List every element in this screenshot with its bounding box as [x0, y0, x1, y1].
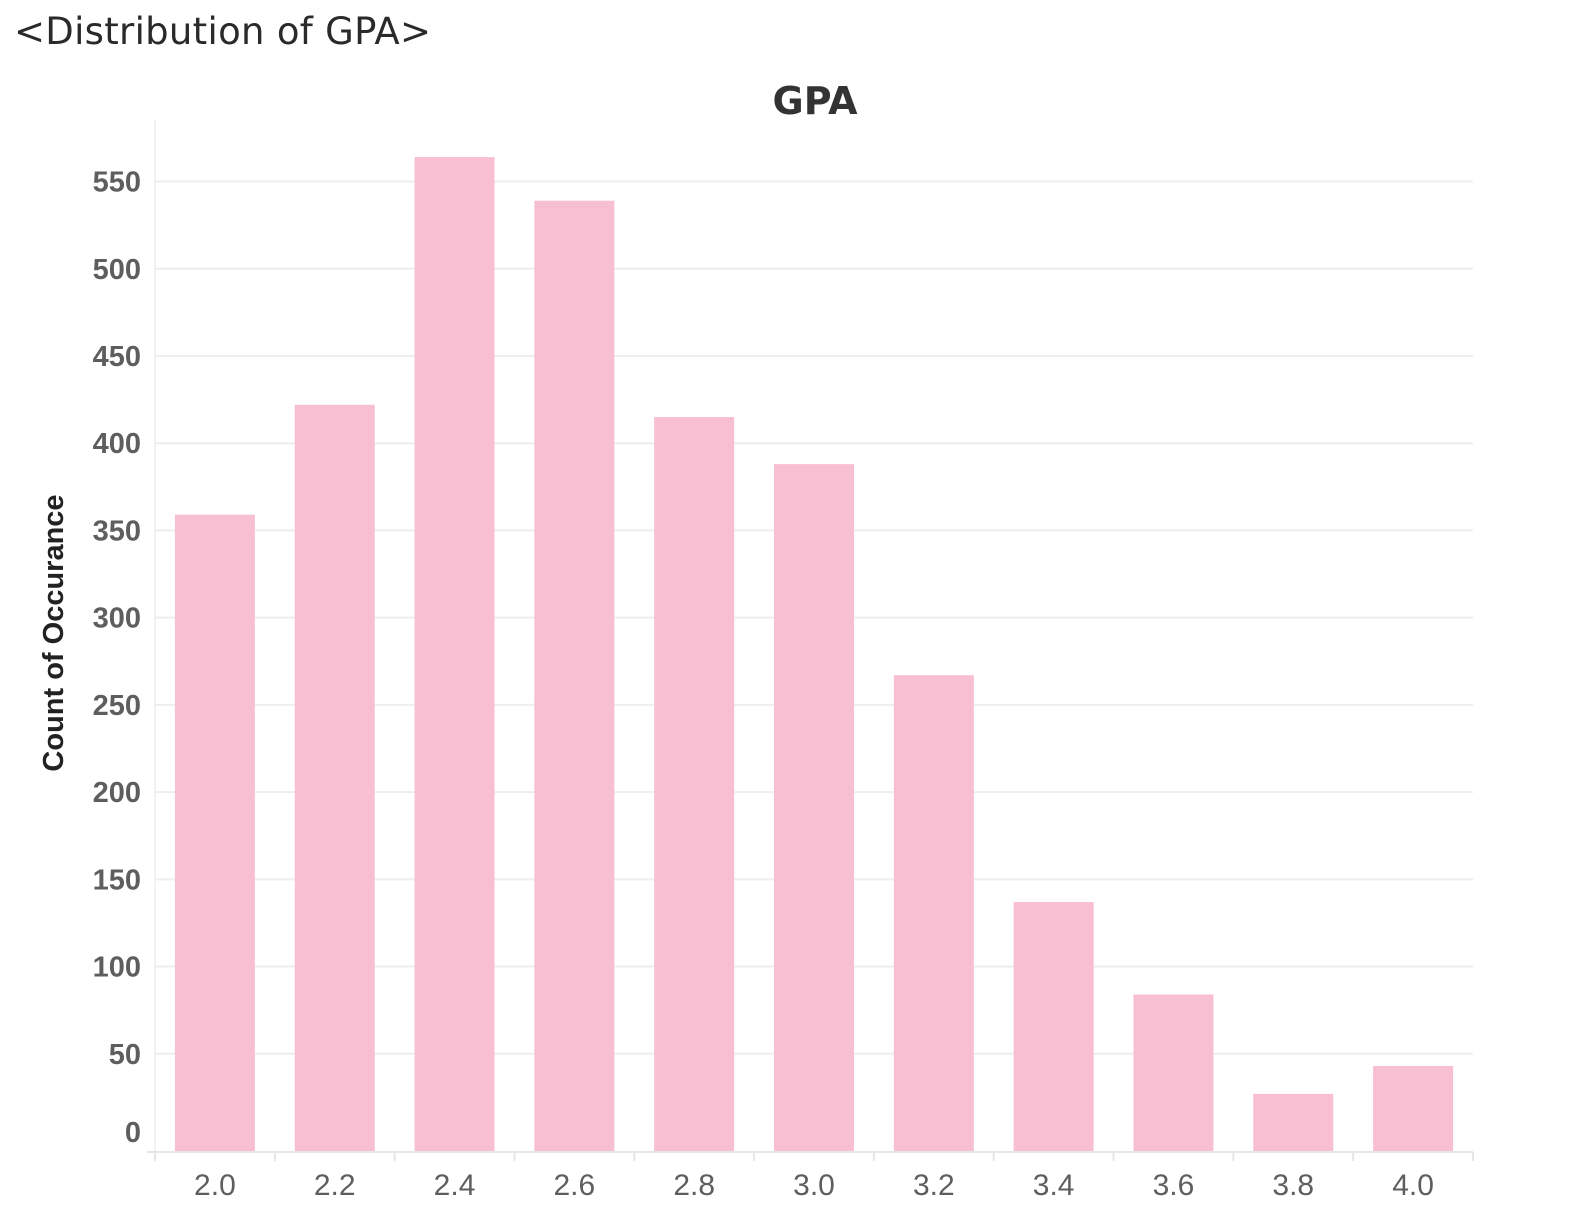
bar-2.0	[174, 514, 255, 1152]
x-tick-label: 2.6	[554, 1169, 596, 1202]
bar-3.6	[1133, 994, 1214, 1152]
x-tick-label: 3.2	[913, 1169, 955, 1202]
bar-3.8	[1253, 1093, 1334, 1152]
x-tick-label: 2.0	[194, 1169, 236, 1202]
bar-2.6	[534, 200, 615, 1153]
bar-3.4	[1013, 902, 1094, 1152]
x-tick-label: 2.8	[673, 1169, 715, 1202]
x-tick-label: 3.6	[1153, 1169, 1195, 1202]
y-tick-label: 100	[93, 952, 141, 984]
bar-2.8	[654, 417, 735, 1153]
y-tick-label: 200	[93, 777, 141, 809]
y-tick-label: 550	[93, 167, 141, 199]
bars	[174, 157, 1454, 1153]
y-tick-label: 300	[93, 603, 141, 635]
x-axis-ticks: 2.0 2.2 2.4 2.6 2.8 3.0 3.2 3.4 3.6 3.8 4.0	[147, 1151, 1474, 1202]
y-axis-label: Count of Occurance	[38, 494, 70, 771]
y-tick-label: 350	[93, 515, 141, 547]
y-axis-ticks: 0 50 100 150 200 250 300 350 400 450 500 550	[93, 167, 141, 1149]
bar-2.2	[294, 404, 375, 1152]
bar-2.4	[414, 157, 495, 1153]
bar-3.2	[893, 675, 974, 1152]
y-tick-label: 150	[93, 864, 141, 896]
x-tick-label: 2.2	[314, 1169, 356, 1202]
x-tick-label: 3.8	[1272, 1169, 1314, 1202]
x-tick-label: 3.0	[793, 1169, 835, 1202]
x-tick-label: 2.4	[434, 1169, 476, 1202]
y-tick-label: 250	[93, 690, 141, 722]
y-tick-label: 450	[93, 341, 141, 373]
y-tick-label: 500	[93, 254, 141, 286]
page-title: <Distribution of GPA>	[14, 10, 432, 53]
bar-3.0	[774, 464, 854, 1152]
y-tick-label: 50	[109, 1039, 141, 1071]
y-tick-label: 0	[125, 1117, 141, 1149]
chart-title: GPA	[773, 79, 859, 123]
x-tick-label: 3.4	[1033, 1169, 1075, 1202]
bar-4.0	[1373, 1065, 1454, 1152]
x-tick-label: 4.0	[1392, 1169, 1434, 1202]
y-tick-label: 400	[93, 428, 141, 460]
